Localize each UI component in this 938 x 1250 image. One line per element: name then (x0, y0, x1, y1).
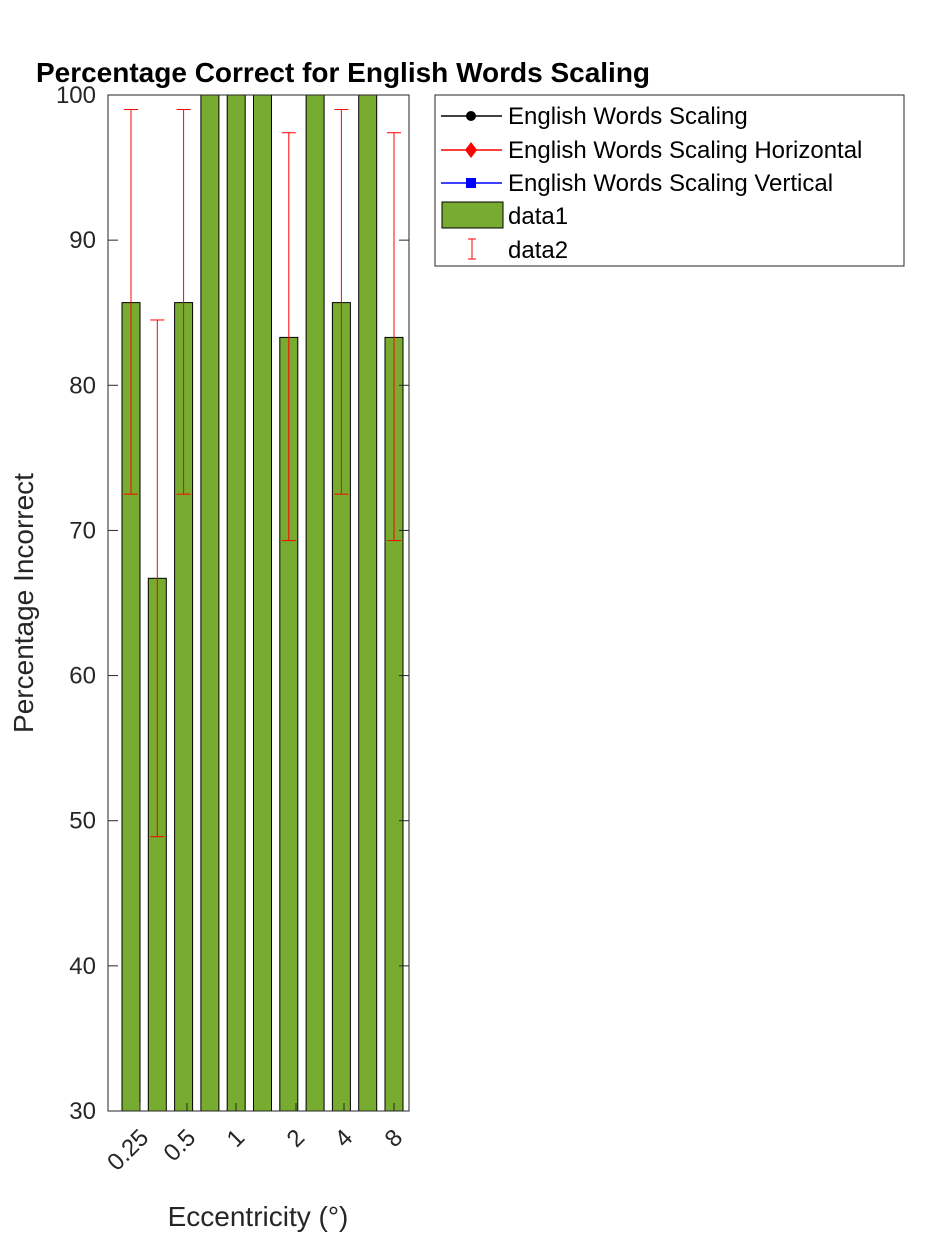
y-tick-label: 80 (69, 372, 96, 399)
y-axis: 30 40 50 60 70 80 90 100 (56, 82, 409, 1125)
chart-title: Percentage Correct for English Words Sca… (36, 57, 650, 88)
y-tick-label: 40 (69, 953, 96, 980)
bar (253, 94, 272, 1112)
legend-label: English Words Scaling Vertical (508, 170, 833, 197)
bar (200, 94, 220, 1112)
bar (226, 94, 246, 1112)
bars-layer (121, 94, 404, 1112)
legend-marker-circle (466, 111, 476, 121)
legend-bar-swatch (441, 201, 504, 229)
legend-label: data2 (508, 237, 568, 264)
legend-marker-square (466, 178, 476, 188)
legend: English Words Scaling English Words Scali… (434, 94, 905, 267)
y-tick-label: 60 (69, 663, 96, 690)
y-tick-label: 30 (69, 1098, 96, 1125)
legend-label: data1 (508, 203, 568, 230)
y-tick-label: 70 (69, 517, 96, 544)
errorbars-layer (124, 94, 401, 838)
bar (305, 94, 325, 1112)
legend-label: English Words Scaling Horizontal (508, 137, 862, 164)
legend-box (434, 94, 905, 267)
y-tick-label: 100 (56, 82, 96, 109)
y-axis-title: Percentage Incorrect (8, 473, 39, 733)
y-tick-label: 50 (69, 808, 96, 835)
legend-marker-diamond (465, 142, 477, 158)
legend-label: English Words Scaling (508, 103, 748, 130)
axes-box (107, 94, 410, 1112)
y-tick-label: 90 (69, 227, 96, 254)
x-axis-title: Eccentricity (°) (168, 1201, 349, 1232)
bar (358, 94, 378, 1112)
